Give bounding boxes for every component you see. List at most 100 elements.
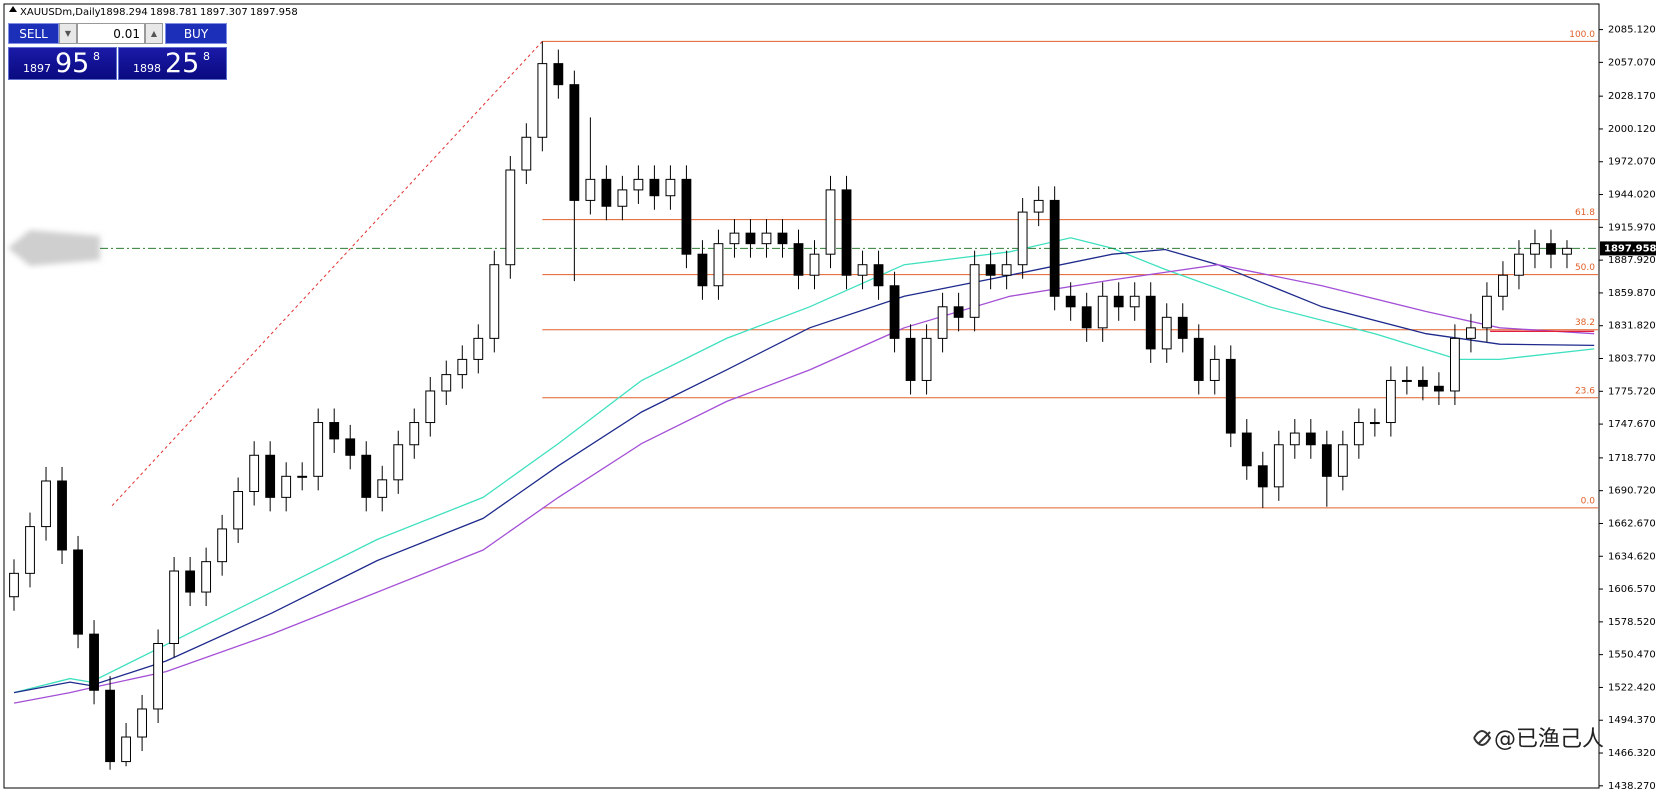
ask-quote[interactable]: 1898 25 8 bbox=[118, 47, 227, 80]
bid-quote[interactable]: 1897 95 8 bbox=[8, 47, 117, 80]
candle-body bbox=[1081, 306, 1092, 329]
candle-body bbox=[649, 178, 660, 197]
candle-body bbox=[585, 178, 596, 201]
watermark-icon bbox=[1473, 730, 1492, 746]
candle-body bbox=[681, 178, 692, 255]
candle-body bbox=[1209, 358, 1220, 381]
ma-line bbox=[13, 248, 1595, 694]
candle-body bbox=[1369, 422, 1380, 425]
y-tick-label: 1887.920 bbox=[1608, 255, 1656, 266]
one-click-trading: SELL ▼ 0.01 ▲ BUY 1897 95 8 1898 25 8 bbox=[8, 23, 227, 80]
candle-body bbox=[569, 84, 580, 201]
candle-body bbox=[1161, 316, 1172, 350]
watermark: @已渔己人 bbox=[1473, 727, 1604, 752]
candle-body bbox=[905, 337, 916, 381]
candle-body bbox=[441, 374, 452, 392]
candle-body bbox=[1530, 243, 1540, 255]
y-tick-label: 2000.120 bbox=[1608, 124, 1656, 135]
candle-body bbox=[1289, 432, 1300, 446]
candle-body bbox=[41, 480, 51, 528]
candle-body bbox=[969, 264, 980, 318]
candle-body bbox=[745, 232, 756, 245]
y-tick-label: 1522.420 bbox=[1608, 682, 1656, 693]
candle-body bbox=[889, 285, 900, 339]
y-tick-label: 1803.770 bbox=[1608, 354, 1656, 365]
y-tick-label: 1972.070 bbox=[1608, 157, 1656, 168]
y-tick-label: 1662.670 bbox=[1608, 518, 1656, 529]
candle-body bbox=[473, 337, 484, 360]
candle-body bbox=[345, 438, 356, 456]
candle-body bbox=[873, 264, 884, 287]
candle-body bbox=[1017, 211, 1028, 266]
candle-body bbox=[393, 444, 404, 481]
candle-body bbox=[57, 480, 67, 551]
candle-body bbox=[537, 63, 548, 138]
ma-line bbox=[13, 264, 1595, 704]
candle-body bbox=[169, 570, 180, 644]
fib-label: 23.6 bbox=[1575, 386, 1595, 396]
sell-button[interactable]: SELL bbox=[8, 23, 59, 44]
lot-up[interactable]: ▲ bbox=[145, 23, 163, 44]
candle-body bbox=[265, 454, 276, 498]
y-tick-label: 1944.020 bbox=[1608, 190, 1656, 201]
bid-sup: 8 bbox=[93, 50, 100, 63]
candle-body bbox=[1498, 274, 1508, 297]
candle-body bbox=[1129, 295, 1140, 308]
y-tick-label: 1718.770 bbox=[1608, 453, 1656, 464]
candle-body bbox=[1241, 432, 1252, 467]
candle-body bbox=[1466, 327, 1476, 339]
y-tick-label: 1859.870 bbox=[1608, 288, 1656, 299]
candle-body bbox=[713, 243, 724, 287]
symbol-icon bbox=[9, 6, 17, 12]
candle-body bbox=[201, 561, 212, 593]
bid-big: 1897 bbox=[23, 62, 51, 75]
fib-label: 38.2 bbox=[1575, 318, 1595, 328]
y-tick-label: 1438.270 bbox=[1608, 781, 1656, 790]
candle-body bbox=[761, 232, 772, 245]
header-price: 1898.781 bbox=[150, 7, 198, 18]
candle-body bbox=[361, 454, 372, 498]
candle-body bbox=[1417, 379, 1428, 387]
header-price: 1898.294 bbox=[100, 7, 148, 18]
candle-body bbox=[1065, 295, 1076, 308]
candle-body bbox=[617, 189, 628, 207]
candle-body bbox=[521, 136, 532, 171]
candle-body bbox=[1193, 337, 1204, 381]
chart-title: XAUUSDm,Daily bbox=[20, 7, 101, 18]
header-price: 1897.307 bbox=[200, 7, 248, 18]
fib-trend bbox=[109, 41, 543, 509]
candle-body bbox=[1273, 444, 1284, 488]
candle-body bbox=[1401, 379, 1412, 382]
candle-body bbox=[1225, 358, 1236, 434]
price-label: 1897.958 bbox=[1604, 243, 1657, 254]
y-tick-label: 1831.820 bbox=[1608, 321, 1656, 332]
candle-body bbox=[793, 243, 804, 276]
candle-body bbox=[489, 264, 500, 339]
candle-body bbox=[1385, 379, 1396, 424]
candle-body bbox=[457, 358, 468, 376]
buy-button[interactable]: BUY bbox=[165, 23, 227, 44]
candle-body bbox=[937, 306, 948, 339]
candle-body bbox=[729, 232, 740, 245]
candle-body bbox=[297, 475, 308, 478]
candle-body bbox=[1562, 247, 1572, 255]
y-tick-label: 2085.120 bbox=[1608, 25, 1656, 36]
candle-body bbox=[409, 422, 420, 446]
candle-body bbox=[249, 454, 260, 493]
candle-body bbox=[1305, 432, 1316, 446]
candle-body bbox=[553, 63, 564, 86]
lot-input[interactable]: 0.01 bbox=[77, 23, 145, 44]
lot-down[interactable]: ▼ bbox=[59, 23, 77, 44]
y-tick-label: 2028.170 bbox=[1608, 91, 1656, 102]
candle-body bbox=[1433, 385, 1444, 392]
candle-body bbox=[105, 689, 115, 763]
candle-body bbox=[153, 642, 163, 710]
candle-body bbox=[505, 169, 516, 266]
y-tick-label: 1494.370 bbox=[1608, 715, 1656, 726]
candle-body bbox=[1113, 295, 1124, 308]
candle-body bbox=[377, 479, 388, 498]
candle-body bbox=[137, 708, 147, 738]
y-tick-label: 1466.320 bbox=[1608, 748, 1656, 759]
y-tick-label: 2057.070 bbox=[1608, 57, 1656, 68]
